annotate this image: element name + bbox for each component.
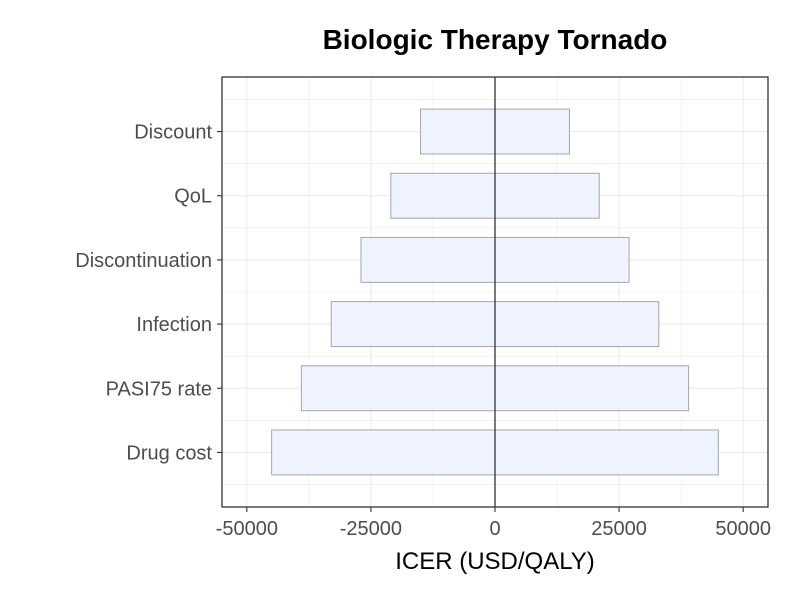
x-tick-label: -50000 xyxy=(216,518,278,540)
chart-title: Biologic Therapy Tornado xyxy=(322,24,668,55)
x-tick-label: 25000 xyxy=(591,518,647,540)
x-tick-label: -25000 xyxy=(340,518,402,540)
y-tick-label: PASI75 rate xyxy=(106,378,212,400)
y-tick-label: Drug cost xyxy=(126,442,212,464)
y-tick-label: Discontinuation xyxy=(75,250,212,272)
x-tick-label: 0 xyxy=(489,518,500,540)
y-tick-label: Discount xyxy=(134,122,212,144)
y-tick-label: QoL xyxy=(174,186,212,208)
x-axis-title: ICER (USD/QALY) xyxy=(395,548,595,575)
x-tick-label: 50000 xyxy=(715,518,771,540)
y-tick-label: Infection xyxy=(136,314,212,336)
